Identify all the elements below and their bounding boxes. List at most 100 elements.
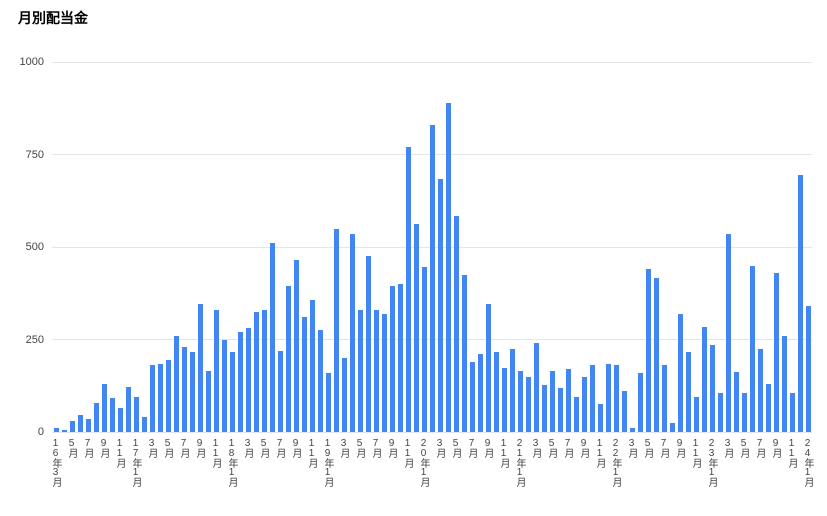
bar[interactable] [157, 363, 163, 432]
bar[interactable] [773, 272, 779, 432]
bar[interactable] [213, 309, 219, 432]
bar[interactable] [237, 332, 243, 432]
bar[interactable] [421, 267, 427, 432]
x-axis-label: 5月 [642, 438, 653, 457]
x-axis-label: 21年1月 [514, 438, 525, 486]
bar[interactable] [725, 234, 731, 432]
bar[interactable] [85, 419, 91, 432]
bar[interactable] [565, 369, 571, 432]
bar[interactable] [221, 339, 227, 432]
bar[interactable] [269, 243, 275, 432]
bar[interactable] [621, 390, 627, 432]
bar[interactable] [797, 174, 803, 432]
bar[interactable] [613, 364, 619, 432]
bar[interactable] [749, 265, 755, 432]
bar[interactable] [677, 313, 683, 432]
bar[interactable] [181, 346, 187, 432]
bar[interactable] [533, 343, 539, 432]
bar[interactable] [501, 368, 507, 432]
bar[interactable] [285, 285, 291, 432]
bar[interactable] [437, 178, 443, 432]
bar[interactable] [77, 415, 83, 432]
bar[interactable] [53, 427, 59, 432]
bar[interactable] [413, 223, 419, 432]
bar[interactable] [165, 359, 171, 432]
bar[interactable] [373, 309, 379, 432]
bar[interactable] [141, 417, 147, 432]
bar[interactable] [549, 370, 555, 432]
bar[interactable] [733, 372, 739, 432]
bar[interactable] [245, 328, 251, 432]
bar[interactable] [605, 363, 611, 432]
bar[interactable] [781, 335, 787, 432]
bar[interactable] [397, 284, 403, 432]
bar[interactable] [765, 383, 771, 432]
bar[interactable] [525, 377, 531, 432]
bar[interactable] [349, 234, 355, 432]
bar[interactable] [189, 352, 195, 432]
bar[interactable] [669, 422, 675, 432]
bar[interactable] [805, 306, 811, 432]
bar[interactable] [509, 348, 515, 432]
bar[interactable] [173, 335, 179, 432]
bar[interactable] [661, 365, 667, 432]
bar[interactable] [357, 309, 363, 432]
bar[interactable] [757, 348, 763, 432]
bar[interactable] [573, 396, 579, 432]
bar[interactable] [117, 407, 123, 432]
bar[interactable] [557, 388, 563, 432]
bar[interactable] [469, 361, 475, 432]
bar[interactable] [717, 393, 723, 432]
bar[interactable] [405, 147, 411, 432]
bar[interactable] [581, 376, 587, 432]
bar[interactable] [333, 228, 339, 432]
bar[interactable] [741, 393, 747, 432]
bar[interactable] [133, 396, 139, 432]
bar[interactable] [101, 383, 107, 432]
bar[interactable] [309, 299, 315, 432]
bar[interactable] [317, 330, 323, 432]
bar[interactable] [645, 269, 651, 432]
x-axis-label: 3月 [146, 438, 157, 457]
bar[interactable] [629, 428, 635, 432]
x-axis-label: 16年3月 [50, 438, 61, 486]
bar[interactable] [445, 102, 451, 432]
bar[interactable] [149, 365, 155, 432]
bar[interactable] [261, 309, 267, 432]
bar[interactable] [653, 278, 659, 432]
bar[interactable] [453, 215, 459, 432]
bar[interactable] [93, 403, 99, 432]
bar[interactable] [429, 124, 435, 432]
bar[interactable] [205, 370, 211, 432]
bar[interactable] [381, 313, 387, 432]
bar[interactable] [69, 420, 75, 432]
bar[interactable] [589, 365, 595, 432]
x-axis-label: 9月 [386, 438, 397, 457]
bar[interactable] [597, 404, 603, 432]
bar[interactable] [125, 386, 131, 432]
bar[interactable] [789, 393, 795, 432]
bar[interactable] [277, 350, 283, 432]
bar[interactable] [109, 397, 115, 432]
bar[interactable] [685, 352, 691, 432]
bar[interactable] [693, 396, 699, 432]
bar[interactable] [341, 358, 347, 432]
bar[interactable] [485, 304, 491, 432]
bar[interactable] [301, 317, 307, 432]
bar[interactable] [365, 256, 371, 432]
bar[interactable] [637, 372, 643, 432]
bar[interactable] [709, 345, 715, 432]
bar[interactable] [541, 384, 547, 432]
bar[interactable] [493, 352, 499, 432]
bar[interactable] [477, 353, 483, 432]
bar[interactable] [293, 259, 299, 432]
bar[interactable] [197, 304, 203, 432]
bar[interactable] [461, 274, 467, 432]
bar[interactable] [325, 372, 331, 432]
bar[interactable] [229, 352, 235, 432]
bar[interactable] [701, 326, 707, 432]
bar[interactable] [389, 285, 395, 432]
bar[interactable] [61, 430, 67, 432]
bar[interactable] [517, 370, 523, 432]
bar[interactable] [253, 311, 259, 432]
